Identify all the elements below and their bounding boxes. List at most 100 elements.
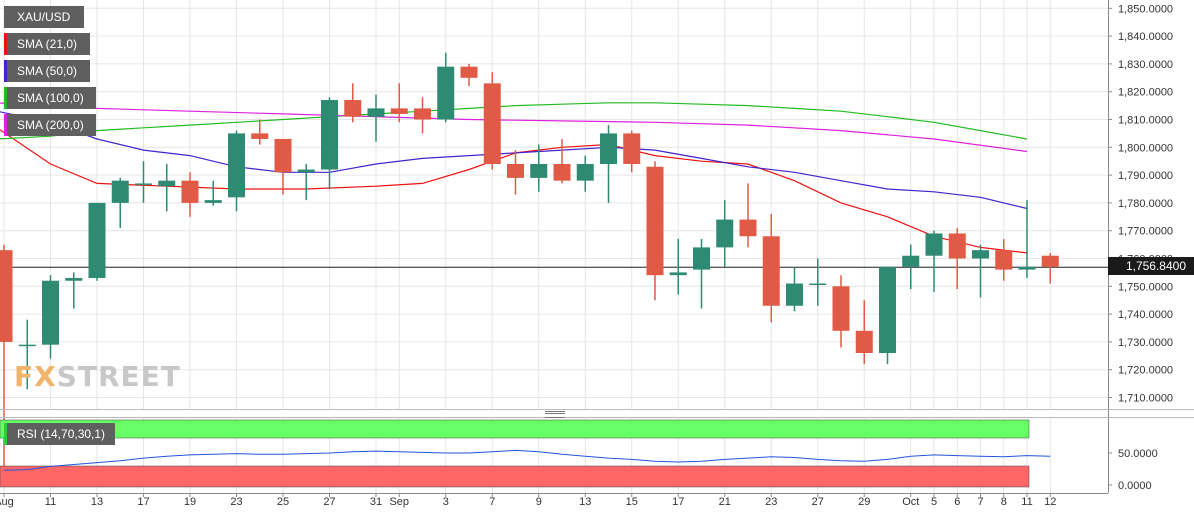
candle-body [1018, 266, 1036, 270]
x-tick-label: 5 [931, 496, 937, 508]
y-tick-label: 1,780.0000 [1118, 198, 1173, 210]
candle [158, 163, 176, 212]
candle-body [995, 250, 1013, 270]
candle [507, 150, 524, 195]
candle [1018, 200, 1036, 278]
legend-sma-50[interactable]: SMA (50,0) [4, 60, 90, 82]
candle-body [228, 133, 245, 198]
candle [251, 119, 269, 145]
legend-symbol[interactable]: XAU/USD [4, 6, 84, 28]
y-tick-label: 1,710.0000 [1118, 393, 1173, 405]
candle-body [972, 250, 989, 259]
candle [18, 319, 36, 390]
candle-body [390, 108, 408, 114]
candle-body [0, 250, 13, 342]
y-tick-label: 1,810.0000 [1118, 115, 1173, 127]
candle-body [297, 169, 315, 173]
candle [111, 177, 129, 228]
axes [0, 0, 1194, 494]
candle [65, 272, 83, 309]
candle [553, 138, 571, 184]
candle [762, 214, 780, 323]
candle-body [786, 283, 803, 306]
x-tick-label: 19 [184, 496, 196, 508]
candle-body [902, 255, 920, 267]
candle [646, 161, 664, 301]
candle [321, 97, 338, 189]
rsi-axis-ticks: 0.0000 50.0000 [1108, 448, 1158, 492]
candle [530, 144, 548, 192]
x-tick-label: 9 [536, 496, 542, 508]
candle-body [321, 100, 338, 170]
x-tick-label: 15 [626, 496, 638, 508]
candle-body [111, 180, 129, 203]
candle [879, 266, 896, 365]
legend-sma-200[interactable]: SMA (200,0) [4, 114, 96, 136]
y-tick-label: 1,850.0000 [1118, 3, 1173, 15]
candle [414, 97, 431, 134]
candle-body [855, 330, 873, 354]
candle-body [809, 283, 827, 286]
candle [437, 52, 455, 123]
candle-body [623, 133, 641, 164]
candle-body [600, 133, 617, 164]
candle-body [576, 163, 594, 181]
x-tick-label: 7 [977, 496, 983, 508]
legend-sma-100[interactable]: SMA (100,0) [4, 87, 96, 109]
candles [0, 52, 1059, 467]
x-tick-label: 31 [370, 496, 382, 508]
candle-body [251, 133, 269, 139]
candle-body [832, 286, 850, 331]
candle [274, 138, 292, 195]
candle [576, 155, 594, 192]
x-tick-label: 11 [45, 496, 56, 508]
rsi-line [3, 449, 1051, 471]
legend-sma-21[interactable]: SMA (21,0) [4, 33, 90, 55]
candle [367, 94, 385, 142]
x-axis-ticks: Aug 11 13 17 19 23 25 27 31 Sep 3 7 9 13 15 17 21 23 27 29 O… [0, 493, 1056, 508]
candle-body [1041, 255, 1059, 267]
candle-body [344, 100, 362, 117]
x-tick-label: 12 [1044, 496, 1056, 508]
candle-body [65, 277, 83, 281]
x-tick-label: 13 [579, 496, 591, 508]
candle-body [762, 236, 780, 306]
candle [228, 130, 245, 212]
candle-body [739, 219, 757, 237]
candle [88, 202, 106, 281]
candle-body [669, 272, 687, 276]
legend-rsi[interactable]: RSI (14,70,30,1) [4, 423, 116, 445]
x-tick-label: 27 [323, 496, 335, 508]
candle [809, 258, 827, 306]
sma-line-210 [0, 129, 1028, 254]
candle-body [437, 66, 455, 120]
x-tick-label: Aug [0, 496, 14, 508]
y-tick-label: 1,790.0000 [1118, 170, 1173, 182]
candle [1041, 252, 1059, 284]
candle-body [181, 180, 199, 203]
rsi-tick-label: 50.0000 [1118, 448, 1158, 460]
candle [972, 244, 989, 298]
candle-body [646, 166, 664, 276]
candle [669, 239, 687, 295]
candle-body [483, 83, 501, 164]
x-tick-label: 6 [954, 496, 960, 508]
pane-splitter-handle[interactable] [545, 411, 565, 418]
x-tick-label: 23 [230, 496, 242, 508]
candle [204, 180, 222, 206]
candle-body [693, 247, 710, 270]
candle [786, 266, 803, 312]
sma-line-100 [0, 102, 1028, 140]
candle [344, 83, 362, 123]
candle-body [879, 266, 896, 354]
x-tick-label: Sep [389, 496, 409, 508]
x-tick-label: 11 [1021, 496, 1032, 508]
candle-body [42, 280, 59, 345]
x-tick-label: 3 [443, 496, 449, 508]
sma-line-500 [0, 111, 1028, 210]
x-tick-label: 25 [277, 496, 289, 508]
candle [460, 63, 478, 87]
fxstreet-watermark: FXSTREET [14, 360, 181, 393]
x-tick-label: 21 [719, 496, 731, 508]
